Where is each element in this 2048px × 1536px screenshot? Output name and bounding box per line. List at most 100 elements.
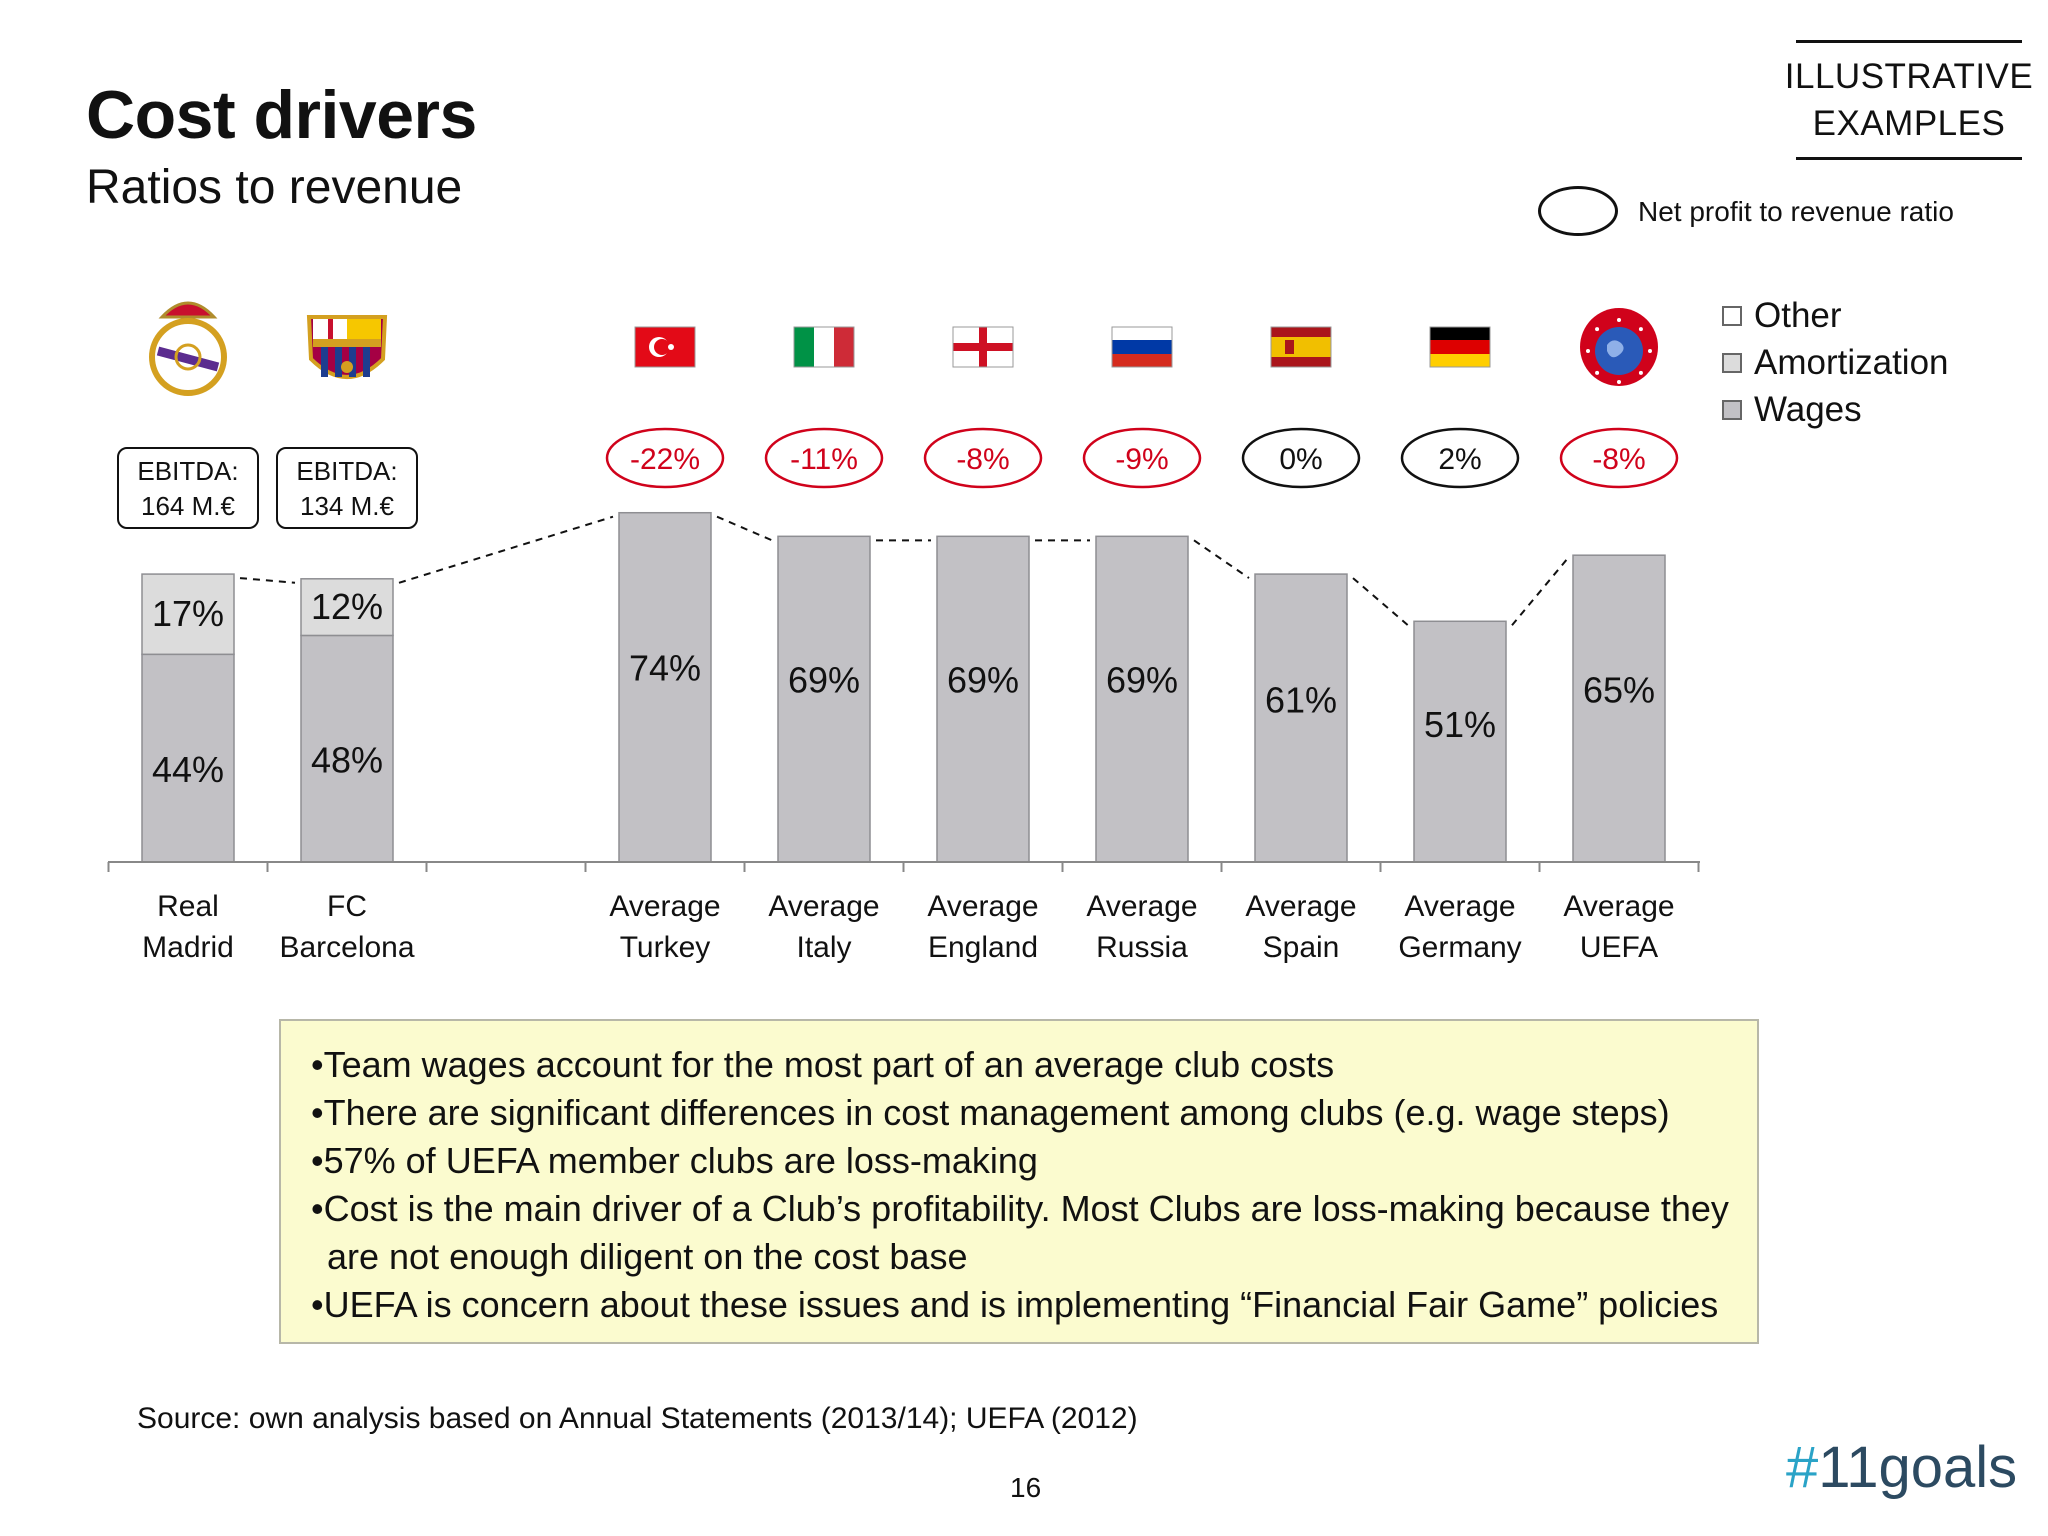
note-item: UEFA is concern about these issues and i… xyxy=(311,1281,1757,1329)
net-profit-ellipse xyxy=(764,427,884,489)
legend-label-wages: Wages xyxy=(1754,389,1862,429)
page-subtitle: Ratios to revenue xyxy=(86,161,463,214)
connector-line xyxy=(1511,558,1568,626)
net-profit-label: -11% xyxy=(790,443,858,476)
net-profit-ellipse xyxy=(1241,427,1361,489)
bar-label-wages: 69% xyxy=(947,660,1019,701)
net-profit-label: -9% xyxy=(1115,443,1168,476)
net-profit-ellipse xyxy=(1559,427,1679,489)
note-item: Cost is the main driver of a Club’s prof… xyxy=(311,1185,1757,1281)
fc-barcelona-crest-icon xyxy=(306,315,388,379)
net-profit-ellipse xyxy=(923,427,1043,489)
russia-flag-icon xyxy=(1111,326,1173,368)
note-item: There are significant differences in cos… xyxy=(311,1089,1757,1137)
note-item: 57% of UEFA member clubs are loss-making xyxy=(311,1137,1757,1185)
tag-line-1: ILLUSTRATIVE xyxy=(1784,56,2034,96)
x-tick-label-line-1: Average xyxy=(768,890,879,923)
x-tick-label-line-1: Average xyxy=(1563,890,1674,923)
x-tick-label-line-2: Russia xyxy=(1096,931,1188,964)
ebitda-label: EBITDA: xyxy=(296,456,397,486)
bar-label-amortization: 12% xyxy=(311,586,383,627)
legend-swatch-wages xyxy=(1722,399,1742,420)
bar-label-wages: 69% xyxy=(1106,660,1178,701)
chart-legend: Other Amortization Wages xyxy=(1722,292,1949,433)
brand-logo: #11goals xyxy=(1786,1434,2017,1501)
bar-label-wages: 44% xyxy=(152,749,224,790)
england-flag-icon xyxy=(952,326,1014,368)
net-profit-label: 0% xyxy=(1279,443,1322,476)
bar-label-wages: 61% xyxy=(1265,679,1337,720)
bar-wages xyxy=(618,511,712,863)
x-tick-label-line-1: Average xyxy=(1245,890,1356,923)
italy-flag-icon xyxy=(793,326,855,368)
bar-wages xyxy=(1413,620,1507,863)
net-profit-label: -8% xyxy=(956,443,1009,476)
key-findings-box: Team wages account for the most part of … xyxy=(279,1019,1759,1344)
x-tick-label-line-2: Italy xyxy=(796,931,851,964)
x-tick-label-line-1: Average xyxy=(609,890,720,923)
net-profit-label: 2% xyxy=(1438,443,1481,476)
legend-swatch-other xyxy=(1722,305,1742,326)
connector-line xyxy=(1193,539,1250,579)
net-profit-legend-ellipse xyxy=(1538,186,1618,236)
bar-label-wages: 51% xyxy=(1424,704,1496,745)
real-madrid-crest-icon xyxy=(149,301,227,396)
legend-label-other: Other xyxy=(1754,295,1842,335)
net-profit-ellipse xyxy=(1400,427,1520,489)
bar-label-amortization: 17% xyxy=(152,593,224,634)
connector-line xyxy=(1352,577,1409,627)
note-item: Team wages account for the most part of … xyxy=(311,1041,1757,1089)
x-tick-label-line-2: Madrid xyxy=(142,931,234,964)
legend-item-amortization: Amortization xyxy=(1722,339,1949,386)
x-tick-label-line-1: Average xyxy=(927,890,1038,923)
bar-wages xyxy=(300,634,394,863)
x-tick-label-line-2: UEFA xyxy=(1580,931,1658,964)
x-tick-label-line-2: Germany xyxy=(1398,931,1521,964)
ebitda-value: 134 M.€ xyxy=(300,491,394,521)
x-tick-label-line-2: England xyxy=(928,931,1038,964)
bar-amortization xyxy=(300,578,394,637)
bar-wages xyxy=(777,535,871,863)
x-tick-label-line-1: Average xyxy=(1404,890,1515,923)
ebitda-box xyxy=(276,447,418,529)
legend-item-other: Other xyxy=(1722,292,1949,339)
connector-line xyxy=(239,577,296,584)
x-tick-label-line-1: FC xyxy=(327,890,367,923)
x-tick-label-line-2: Barcelona xyxy=(279,931,414,964)
x-tick-label-line-2: Turkey xyxy=(620,931,711,964)
ebitda-label: EBITDA: xyxy=(137,456,238,486)
brand-text: 11goals xyxy=(1818,1435,2018,1500)
bar-label-wages: 74% xyxy=(629,647,701,688)
connector-line xyxy=(398,515,614,584)
x-tick-label-line-1: Real xyxy=(157,890,219,923)
legend-label-amortization: Amortization xyxy=(1754,342,1949,382)
uefa-logo-icon xyxy=(1580,308,1658,386)
bar-wages xyxy=(936,535,1030,863)
brand-hash: # xyxy=(1786,1435,1819,1500)
bar-label-wages: 65% xyxy=(1583,669,1655,710)
net-profit-ellipse xyxy=(1082,427,1202,489)
bar-label-wages: 69% xyxy=(788,660,860,701)
illustrative-tag: ILLUSTRATIVE EXAMPLES xyxy=(1785,40,2033,160)
x-tick-label-line-2: Spain xyxy=(1263,931,1340,964)
tag-line-2: EXAMPLES xyxy=(1812,104,2006,143)
legend-swatch-amortization xyxy=(1722,352,1742,373)
bar-wages xyxy=(1254,573,1348,863)
turkey-flag-icon xyxy=(634,326,696,368)
net-profit-ellipse xyxy=(605,427,725,489)
page-title: Cost drivers xyxy=(86,77,477,153)
page-number: 16 xyxy=(1010,1472,1042,1503)
bar-wages xyxy=(1095,535,1189,863)
source-note: Source: own analysis based on Annual Sta… xyxy=(137,1402,1138,1435)
net-profit-label: -22% xyxy=(630,443,700,476)
cost-chart: 44% 17% 48% 12% 74% 69% 69% 69% 61% 51% 65% Real Mad… xyxy=(107,301,1700,964)
connector-line xyxy=(716,515,773,542)
bar-amortization xyxy=(141,573,235,656)
x-tick-label-line-1: Average xyxy=(1086,890,1197,923)
germany-flag-icon xyxy=(1429,326,1491,368)
legend-item-wages: Wages xyxy=(1722,386,1949,433)
ebitda-value: 164 M.€ xyxy=(141,491,235,521)
net-profit-legend-label: Net profit to revenue ratio xyxy=(1638,196,1954,227)
bar-wages xyxy=(1572,554,1666,863)
spain-flag-icon xyxy=(1270,326,1332,368)
